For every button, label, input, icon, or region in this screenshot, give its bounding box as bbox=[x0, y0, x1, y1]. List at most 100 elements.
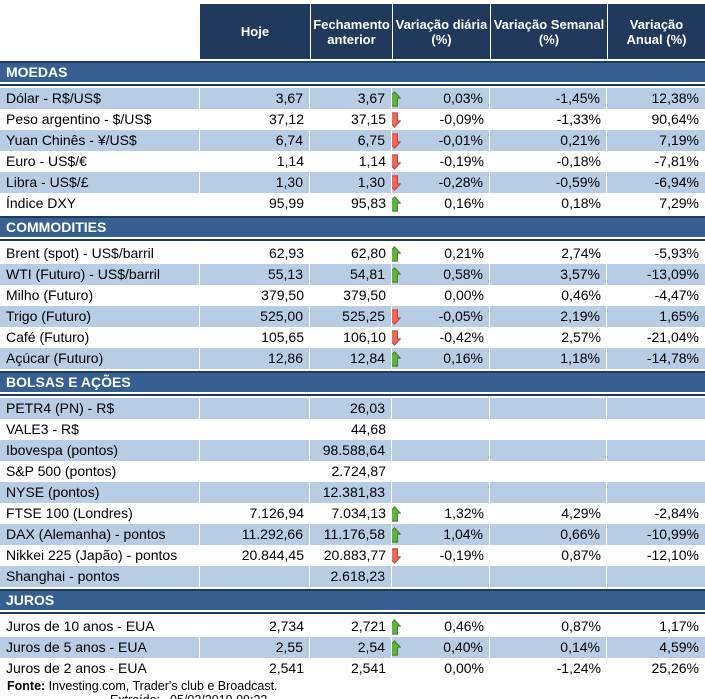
row-label: Yuan Chinês - ¥/US$ bbox=[0, 130, 200, 151]
cell-variacao-semanal: 2,74% bbox=[561, 245, 601, 261]
cell-variacao-semanal: -0,59% bbox=[490, 172, 607, 193]
up-arrow-icon bbox=[392, 350, 401, 367]
table-row-dolar-r-us: Dólar - R$/US$ 3,67 3,67 0,03% -1,45% 12,38% bbox=[0, 88, 705, 109]
cell-variacao-anual bbox=[607, 566, 705, 587]
cell-fechamento-anterior: 11.176,58 bbox=[310, 524, 392, 545]
down-arrow-icon bbox=[392, 174, 401, 191]
cell-variacao-diaria-value: -0,28% bbox=[438, 174, 483, 190]
cell-variacao-semanal: 2,19% bbox=[490, 306, 607, 327]
cell-variacao-diaria-value: 0,46% bbox=[444, 618, 484, 634]
row-label: Milho (Futuro) bbox=[6, 287, 94, 303]
cell-variacao-diaria: 0,00% bbox=[392, 285, 490, 306]
row-label: Euro - US$/€ bbox=[6, 153, 87, 169]
section-divider bbox=[0, 239, 705, 241]
cell-variacao-diaria bbox=[392, 419, 490, 440]
cell-fechamento-anterior: 6,75 bbox=[310, 130, 392, 151]
table-footer: Fonte: Investing.com, Trader's club e Br… bbox=[0, 680, 705, 699]
cell-variacao-anual: 4,59% bbox=[607, 637, 705, 658]
cell-hoje: 11.292,66 bbox=[200, 524, 310, 545]
cell-variacao-anual: 1,65% bbox=[607, 306, 705, 327]
cell-variacao-anual: -12,10% bbox=[646, 547, 699, 563]
table-row-s-p-500-pontos: S&P 500 (pontos) 2.724,87 bbox=[0, 461, 705, 482]
row-label: DAX (Alemanha) - pontos bbox=[0, 524, 200, 545]
cell-variacao-diaria: 0,21% bbox=[392, 243, 490, 264]
section-divider bbox=[0, 394, 705, 396]
cell-variacao-diaria bbox=[392, 440, 490, 461]
cell-fechamento-anterior: 525,25 bbox=[310, 306, 392, 327]
cell-variacao-anual: 1,17% bbox=[659, 618, 699, 634]
table-row-euro-us: Euro - US$/€ 1,14 1,14 -0,19% -0,18% -7,81% bbox=[0, 151, 705, 172]
cell-hoje bbox=[200, 482, 310, 503]
cell-variacao-diaria: -0,09% bbox=[392, 109, 490, 130]
row-label: Nikkei 225 (Japão) - pontos bbox=[6, 547, 178, 563]
cell-fechamento-anterior: 20.883,77 bbox=[323, 547, 386, 563]
cell-fechamento-anterior: 54,81 bbox=[310, 264, 392, 285]
cell-fechamento-anterior: 95,83 bbox=[350, 195, 386, 211]
cell-variacao-diaria bbox=[392, 398, 490, 419]
table-row-brent-spot-us-barril: Brent (spot) - US$/barril 62,93 62,80 0,21%… bbox=[0, 243, 705, 264]
table-row-ftse-100-londres: FTSE 100 (Londres) 7.126,94 7.034,13 1,32% 4… bbox=[0, 503, 705, 524]
cell-variacao-diaria: 0,58% bbox=[392, 264, 490, 285]
table-row-ibovespa-pontos: Ibovespa (pontos) 98.588,64 bbox=[0, 440, 705, 461]
cell-variacao-anual: -7,81% bbox=[654, 153, 699, 169]
cell-variacao-anual: 12,38% bbox=[607, 88, 705, 109]
cell-fechamento-anterior: 12,84 bbox=[310, 348, 392, 369]
cell-hoje: 6,74 bbox=[200, 130, 310, 151]
source-text: Investing.com, Trader's club e Broadcast… bbox=[45, 679, 278, 693]
table-row-cafe-futuro: Café (Futuro) 105,65 106,10 -0,42% 2,57% -21,… bbox=[0, 327, 705, 348]
cell-variacao-diaria-value: 0,16% bbox=[443, 350, 483, 366]
cell-variacao-anual: -21,04% bbox=[646, 329, 699, 345]
cell-variacao-diaria: 0,46% bbox=[392, 616, 490, 637]
cell-variacao-anual: -13,09% bbox=[607, 264, 705, 285]
cell-variacao-anual: -6,94% bbox=[607, 172, 705, 193]
cell-variacao-diaria-value: 1,32% bbox=[444, 505, 484, 521]
cell-variacao-diaria-value: 0,00% bbox=[444, 660, 484, 676]
cell-variacao-anual bbox=[607, 398, 705, 419]
cell-variacao-diaria-value: -0,19% bbox=[439, 547, 484, 563]
row-label: Juros de 2 anos - EUA bbox=[6, 660, 147, 676]
header-corner-spacer bbox=[0, 4, 200, 59]
table-row-peso-argentino-us: Peso argentino - $/US$ 37,12 37,15 -0,09% -1… bbox=[0, 109, 705, 130]
table-row-petr4-pn-r: PETR4 (PN) - R$ 26,03 bbox=[0, 398, 705, 419]
table-row-wti-futuro-us-barril: WTI (Futuro) - US$/barril 55,13 54,81 0,58%… bbox=[0, 264, 705, 285]
cell-variacao-anual: -5,93% bbox=[654, 245, 699, 261]
column-header-hoje: Hoje bbox=[200, 4, 310, 59]
row-label: Shanghai - pontos bbox=[0, 566, 200, 587]
down-arrow-icon bbox=[392, 153, 401, 170]
table-row-shanghai-pontos: Shanghai - pontos 2.618,23 bbox=[0, 566, 705, 587]
up-arrow-icon bbox=[392, 505, 401, 522]
table-row-dax-alemanha-pontos: DAX (Alemanha) - pontos 11.292,66 11.176,5… bbox=[0, 524, 705, 545]
row-label: WTI (Futuro) - US$/barril bbox=[0, 264, 200, 285]
section-divider bbox=[0, 612, 705, 614]
table-row-yuan-chines-us: Yuan Chinês - ¥/US$ 6,74 6,75 -0,01% 0,21% 7,… bbox=[0, 130, 705, 151]
row-label: Índice DXY bbox=[6, 195, 77, 211]
table-body: MOEDAS Dólar - R$/US$ 3,67 3,67 0,03% -1,45% 1… bbox=[0, 61, 705, 679]
cell-variacao-semanal: -1,33% bbox=[556, 111, 601, 127]
table-row-acucar-futuro: Açúcar (Futuro) 12,86 12,84 0,16% 1,18% -14,7… bbox=[0, 348, 705, 369]
cell-variacao-diaria: -0,28% bbox=[392, 172, 490, 193]
cell-hoje: 55,13 bbox=[200, 264, 310, 285]
cell-variacao-diaria bbox=[392, 461, 490, 482]
cell-variacao-semanal: 0,21% bbox=[490, 130, 607, 151]
cell-variacao-semanal: 0,87% bbox=[561, 618, 601, 634]
cell-variacao-diaria-value: 0,16% bbox=[444, 195, 484, 211]
cell-variacao-semanal: 0,46% bbox=[561, 287, 601, 303]
extraction-label: Extraído: bbox=[110, 693, 160, 699]
section-header-juros: JUROS bbox=[0, 589, 705, 610]
cell-fechamento-anterior: 2,54 bbox=[310, 637, 392, 658]
table-row-nyse-pontos: NYSE (pontos) 12.381,83 bbox=[0, 482, 705, 503]
cell-variacao-semanal: -1,45% bbox=[490, 88, 607, 109]
cell-fechamento-anterior: 2.618,23 bbox=[310, 566, 392, 587]
up-arrow-icon bbox=[392, 90, 401, 107]
cell-variacao-diaria: 0,16% bbox=[392, 193, 490, 214]
cell-variacao-semanal: 0,14% bbox=[490, 637, 607, 658]
cell-hoje bbox=[200, 461, 310, 482]
cell-variacao-diaria: 0,03% bbox=[392, 88, 490, 109]
cell-variacao-diaria: 0,40% bbox=[392, 637, 490, 658]
cell-hoje: 7.126,94 bbox=[249, 505, 305, 521]
cell-fechamento-anterior: 106,10 bbox=[343, 329, 386, 345]
section-header-bolsas-e-acoes: BOLSAS E AÇÕES bbox=[0, 371, 705, 392]
cell-variacao-anual: -14,78% bbox=[607, 348, 705, 369]
cell-fechamento-anterior: 2,721 bbox=[350, 618, 386, 634]
cell-hoje: 2,55 bbox=[200, 637, 310, 658]
